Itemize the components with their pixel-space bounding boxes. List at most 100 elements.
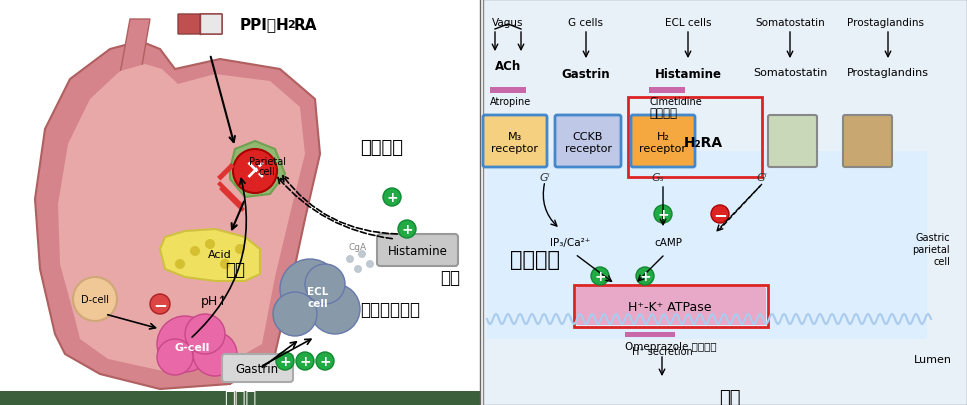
- Circle shape: [157, 339, 193, 375]
- Circle shape: [150, 294, 170, 314]
- Circle shape: [280, 259, 340, 319]
- Text: +: +: [279, 354, 291, 368]
- Circle shape: [276, 352, 294, 370]
- Text: −: −: [153, 295, 167, 313]
- Bar: [625, 332, 675, 337]
- Text: Omeprazole 奥美拉唑: Omeprazole 奥美拉唑: [625, 341, 717, 351]
- Circle shape: [354, 265, 362, 273]
- Text: −: −: [713, 205, 727, 224]
- Text: +: +: [386, 190, 397, 205]
- Text: pH↑: pH↑: [201, 294, 229, 307]
- Polygon shape: [58, 65, 305, 371]
- Polygon shape: [120, 20, 150, 78]
- Circle shape: [296, 352, 314, 370]
- Text: Histamine: Histamine: [655, 68, 721, 81]
- Polygon shape: [35, 42, 320, 389]
- Circle shape: [193, 332, 237, 376]
- Text: H⁺ secretion: H⁺ secretion: [631, 346, 692, 356]
- Text: ✕: ✕: [244, 158, 267, 185]
- Text: Gastric
parietal
cell: Gastric parietal cell: [913, 233, 950, 266]
- Circle shape: [235, 244, 245, 254]
- Polygon shape: [230, 142, 285, 198]
- Text: +: +: [658, 207, 669, 222]
- Text: 泌酸细胞: 泌酸细胞: [360, 139, 403, 157]
- Text: Vagus: Vagus: [492, 18, 524, 28]
- FancyBboxPatch shape: [631, 116, 695, 168]
- Text: 胃泌素: 胃泌素: [224, 389, 256, 405]
- Text: D-cell: D-cell: [81, 294, 109, 304]
- Circle shape: [591, 267, 609, 285]
- Text: M₃
receptor: M₃ receptor: [491, 132, 539, 153]
- Text: cell: cell: [258, 166, 276, 177]
- Text: Somatostatin: Somatostatin: [753, 68, 827, 78]
- Circle shape: [220, 259, 230, 269]
- Text: Cimetidine: Cimetidine: [649, 97, 702, 107]
- FancyBboxPatch shape: [843, 116, 892, 168]
- Text: Parietal: Parietal: [249, 157, 285, 166]
- Text: ✕: ✕: [249, 160, 271, 183]
- FancyBboxPatch shape: [178, 15, 222, 35]
- Text: IP₃/Ca²⁺: IP₃/Ca²⁺: [550, 237, 590, 247]
- Circle shape: [711, 205, 729, 224]
- Circle shape: [305, 264, 345, 304]
- Circle shape: [316, 352, 334, 370]
- Text: Acid: Acid: [208, 249, 232, 259]
- Circle shape: [346, 256, 354, 263]
- Circle shape: [157, 316, 213, 372]
- Text: ACh: ACh: [495, 60, 521, 73]
- Circle shape: [654, 205, 672, 224]
- Text: Lumen: Lumen: [914, 354, 952, 364]
- Text: Gᴵ: Gᴵ: [756, 173, 768, 183]
- Text: RA: RA: [294, 17, 317, 32]
- Circle shape: [383, 189, 401, 207]
- Circle shape: [175, 259, 185, 269]
- Bar: [0, 0, 480, 405]
- Text: Histamine: Histamine: [388, 245, 448, 258]
- Text: +: +: [594, 269, 605, 283]
- Text: cAMP: cAMP: [654, 237, 682, 247]
- Text: 组胺: 组胺: [440, 269, 460, 286]
- Text: Gⁱ: Gⁱ: [540, 173, 550, 183]
- FancyBboxPatch shape: [555, 116, 621, 168]
- Bar: [649, 88, 685, 94]
- Text: +: +: [299, 354, 310, 368]
- Text: Prostaglandins: Prostaglandins: [847, 68, 929, 78]
- Text: Atropine: Atropine: [490, 97, 531, 107]
- Bar: [0, 391, 480, 405]
- Text: G cells: G cells: [569, 18, 603, 28]
- Circle shape: [73, 277, 117, 321]
- Text: 胃酸: 胃酸: [719, 388, 741, 405]
- Text: ECL
cell: ECL cell: [308, 286, 329, 308]
- Circle shape: [205, 239, 215, 249]
- Circle shape: [233, 149, 277, 194]
- Text: 泌酸细胞: 泌酸细胞: [510, 249, 560, 269]
- Circle shape: [273, 292, 317, 336]
- Text: +: +: [319, 354, 331, 368]
- FancyBboxPatch shape: [768, 116, 817, 168]
- Text: 胃酸: 胃酸: [225, 260, 245, 278]
- Bar: [483, 0, 967, 405]
- Circle shape: [310, 284, 360, 334]
- Circle shape: [185, 314, 225, 354]
- FancyBboxPatch shape: [222, 354, 293, 382]
- Bar: [487, 151, 927, 339]
- Text: +: +: [401, 222, 413, 237]
- Text: CgA: CgA: [349, 243, 367, 252]
- Bar: [217, 164, 235, 181]
- Text: 西米替丁: 西米替丁: [649, 107, 677, 120]
- FancyBboxPatch shape: [200, 15, 222, 35]
- FancyBboxPatch shape: [483, 116, 547, 168]
- Text: Gₛ: Gₛ: [652, 173, 664, 183]
- Text: Somatostatin: Somatostatin: [755, 18, 825, 28]
- Text: 2: 2: [287, 20, 295, 30]
- Polygon shape: [160, 230, 260, 281]
- Circle shape: [398, 220, 416, 239]
- Text: H₂
receptor: H₂ receptor: [639, 132, 687, 153]
- Text: H⁺-K⁺ ATPase: H⁺-K⁺ ATPase: [629, 301, 712, 314]
- Text: Gastrin: Gastrin: [235, 362, 278, 375]
- Text: PPI或H: PPI或H: [240, 17, 290, 32]
- Text: G-cell: G-cell: [174, 342, 210, 352]
- Text: 肠嗜铬样细胞: 肠嗜铬样细胞: [360, 300, 420, 318]
- Bar: [490, 88, 526, 94]
- Circle shape: [366, 260, 374, 269]
